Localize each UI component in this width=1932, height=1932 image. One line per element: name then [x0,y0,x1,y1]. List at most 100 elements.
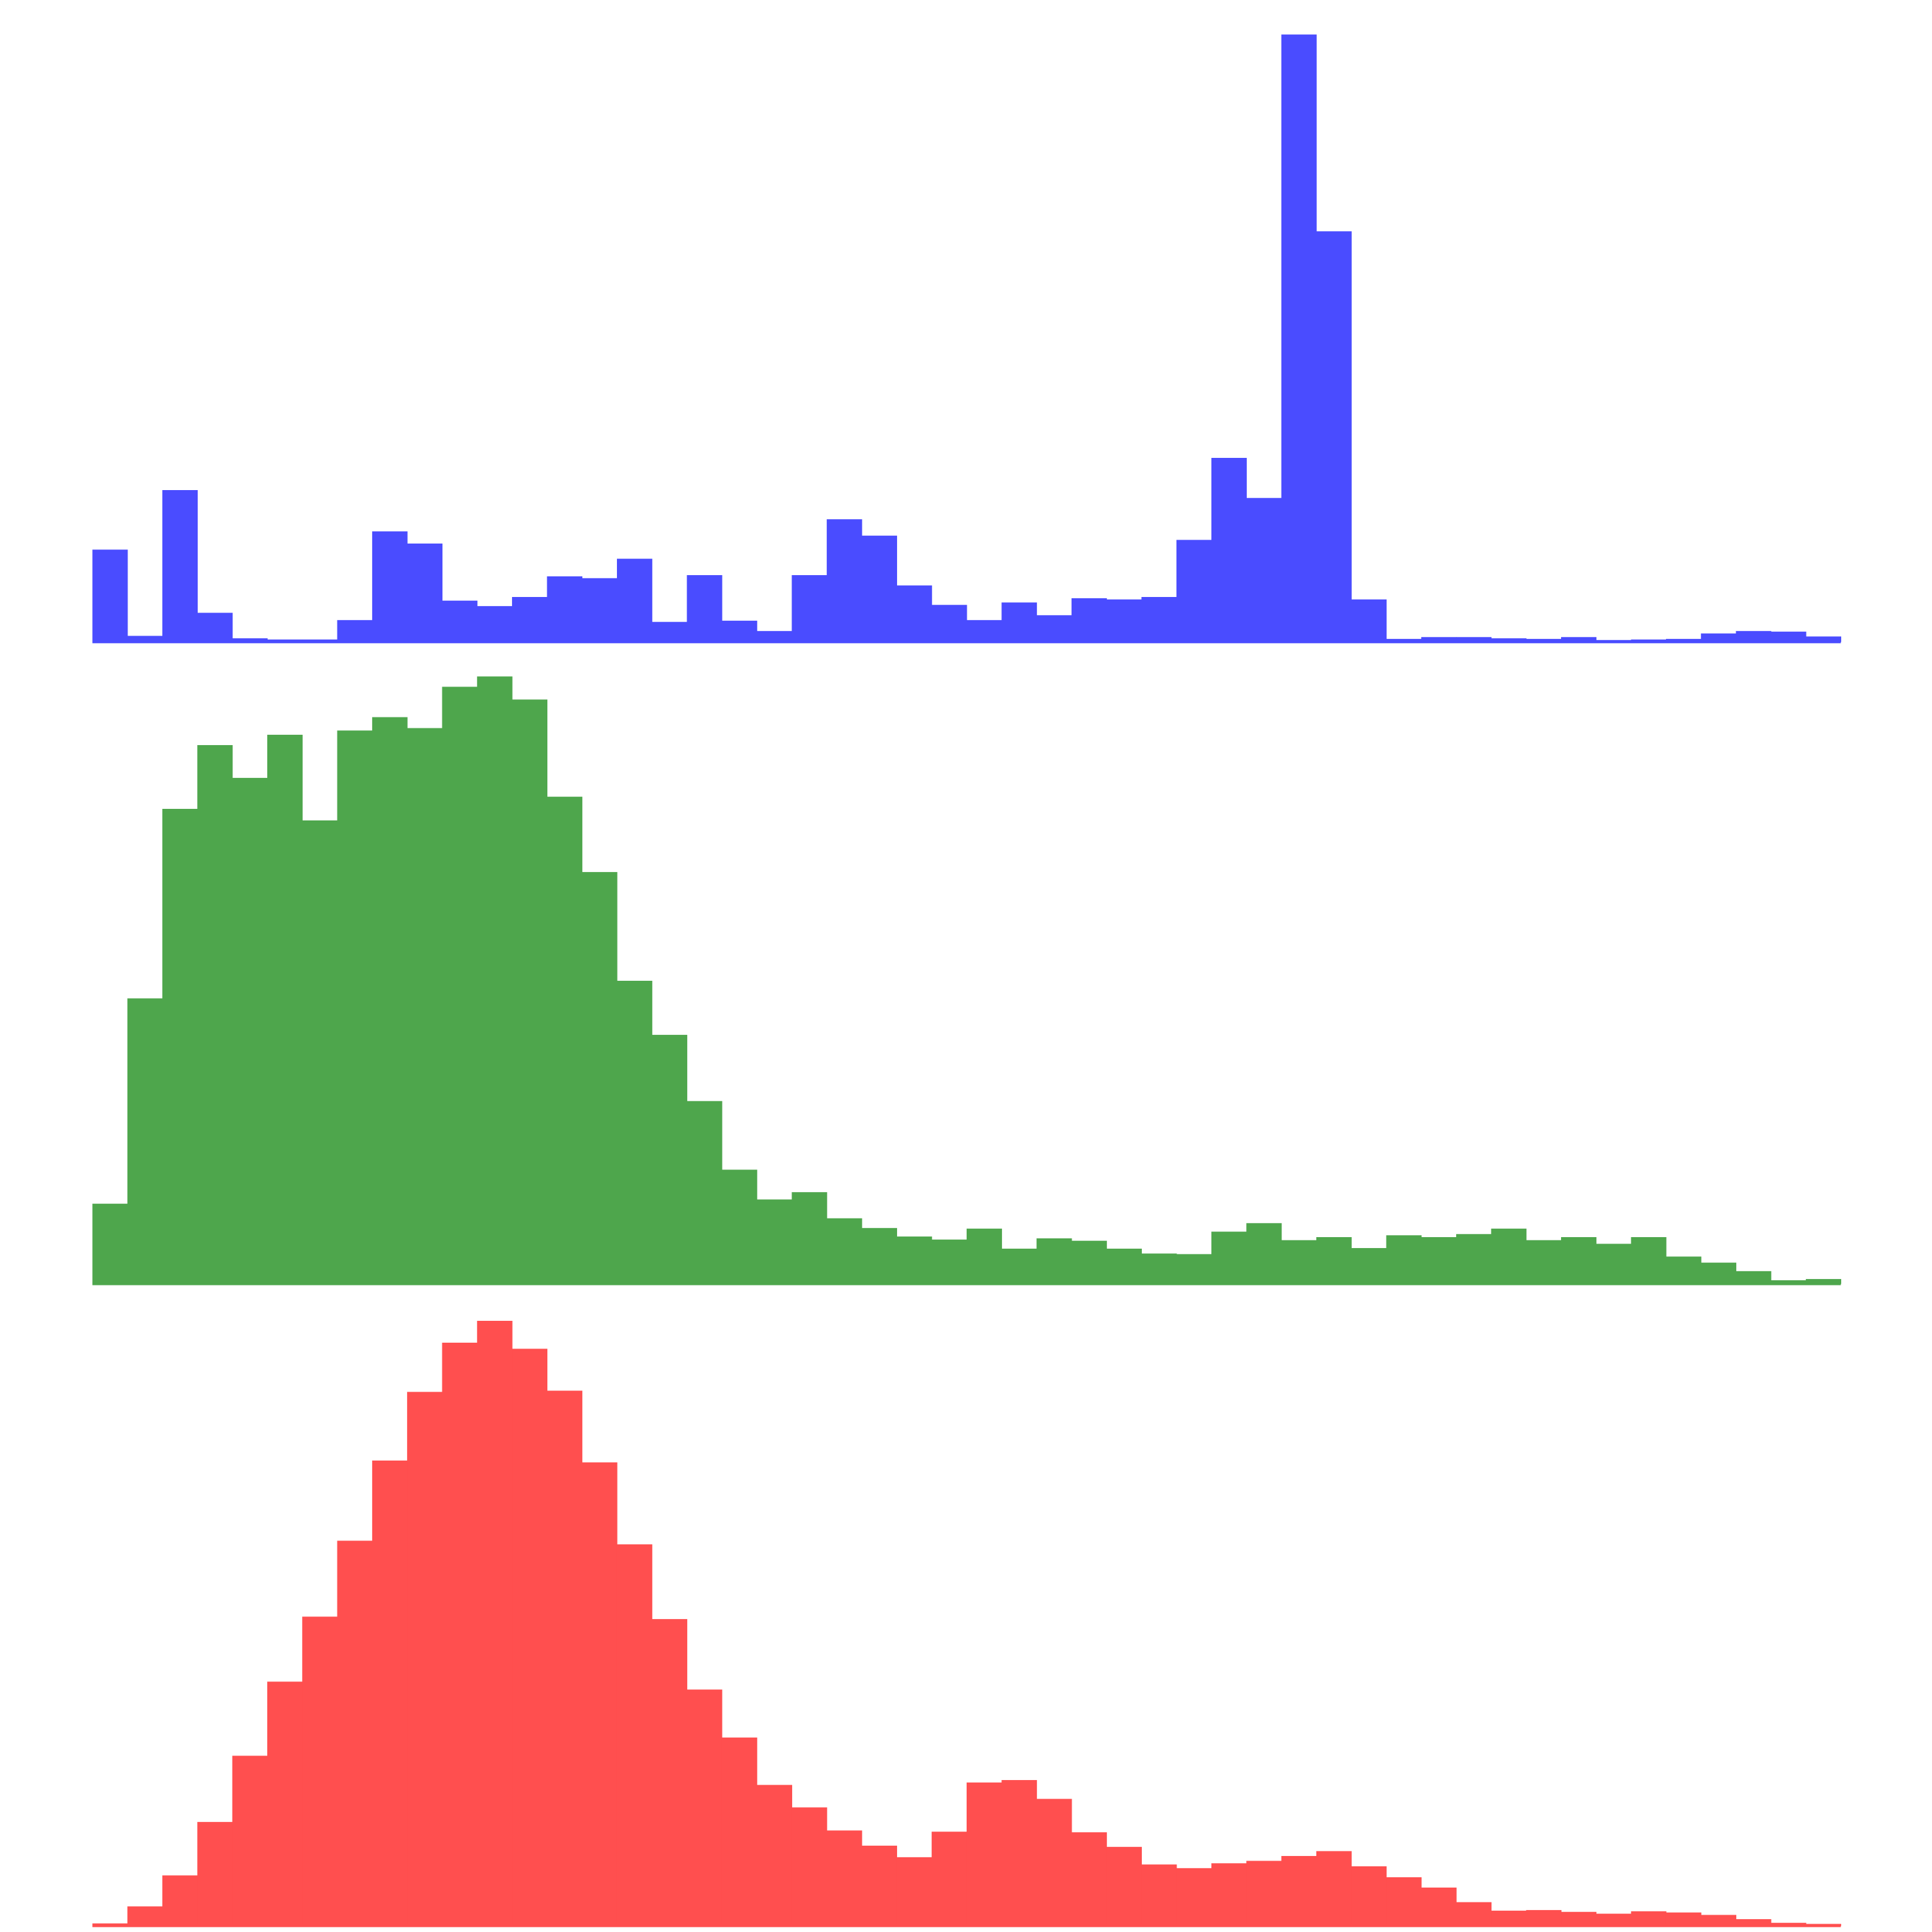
histogram-2-bar [127,998,163,1284]
histogram-2-bar [372,717,408,1284]
histogram-3-bar [407,1392,443,1926]
histogram-3-bar [547,1390,583,1926]
histogram-1-bar [931,605,967,642]
histogram-1-bar [826,519,862,642]
histogram-1-bar [687,575,723,642]
histogram-panel-1 [92,34,1842,643]
histogram-3-bar [1141,1864,1177,1926]
histogram-2-bar [966,1228,1002,1284]
histogram-3-bar [582,1462,618,1926]
histogram-2-bar [1665,1256,1701,1284]
histogram-panel-2 [92,676,1842,1285]
histogram-2-bar [652,1034,688,1284]
histogram-1-bar [652,621,688,642]
histogram-3-bar [442,1342,478,1926]
histogram-2-bar [547,797,583,1284]
histogram-1-bar [1141,597,1177,642]
histogram-1-bar [337,620,373,642]
histogram-3-bar [1421,1888,1457,1926]
histogram-1-bar [757,630,793,642]
histogram-1-bar [1071,598,1107,642]
histogram-3-bar [791,1807,828,1926]
histogram-2-bar [1596,1244,1632,1284]
histogram-3-bar [1036,1799,1072,1926]
histogram-2-bar [267,734,303,1284]
histogram-1-bar [966,620,1002,642]
histogram-1-bar [92,549,128,642]
histogram-2-bar [232,777,268,1284]
histogram-2-bar [687,1101,723,1284]
histogram-1-bar [1106,599,1142,642]
histogram-2-bar [1176,1254,1212,1284]
histogram-3-bar [162,1875,198,1926]
histogram-3-bar [757,1785,793,1926]
histogram-2-bar [616,980,652,1284]
histogram-2-bar [1561,1236,1596,1284]
histogram-2-bar [1456,1234,1492,1284]
histogram-3-bar [966,1782,1002,1926]
histogram-1-bar [616,558,652,642]
histogram-2-bar [1001,1248,1037,1284]
histogram-3-bar [616,1544,652,1926]
histogram-1-bar [1001,602,1037,642]
histogram-2-bar [931,1239,967,1284]
histogram-2-bar [1386,1235,1422,1284]
histogram-2-bar [512,699,547,1284]
histogram-3-bar [931,1832,967,1926]
histogram-3-bar [1701,1915,1737,1926]
histogram-1-bar [1176,540,1212,642]
histogram-3-bar [652,1619,688,1926]
histogram-1-bar [1316,231,1352,642]
histogram-2-bar [197,744,233,1284]
histogram-3-bar [687,1689,723,1926]
histogram-1-bar [407,544,443,642]
histogram-panel-3 [92,1320,1842,1927]
histogram-2-bar [1631,1236,1667,1284]
histogram-2-bar [1036,1238,1072,1284]
histogram-3-bar [1561,1911,1596,1926]
histogram-3-bar [1596,1913,1632,1926]
histogram-3-bar [826,1830,862,1926]
histogram-2-baseline [92,1282,1841,1285]
histogram-1-bar [1281,34,1317,642]
histogram-2-bar [1071,1240,1107,1284]
histogram-1-bar [127,636,163,642]
histogram-3-bar [1631,1911,1667,1926]
histogram-3-bar [477,1320,513,1926]
histogram-3-bar [1526,1909,1562,1926]
histogram-2-bar [721,1170,757,1284]
histogram-1-bar [791,575,828,642]
histogram-1-bar [1211,458,1247,642]
histogram-3-bar [197,1822,233,1926]
histogram-2-bar [1106,1248,1142,1284]
histogram-1-bar [477,606,513,642]
histogram-3-bar [1106,1846,1142,1926]
histogram-1-bar [512,597,547,642]
histogram-3-bar [1211,1863,1247,1926]
histogram-2-bar [1316,1236,1352,1284]
histogram-1-bar [1246,498,1282,642]
histogram-1-bar [162,490,198,642]
histogram-2-bar [826,1218,862,1284]
histogram-2-bar [1421,1236,1457,1284]
histogram-2-bar [1141,1253,1177,1284]
histogram-2-bar [757,1199,793,1284]
histogram-2-bar [862,1227,897,1284]
histogram-3-bar [1491,1910,1527,1926]
histogram-3-bar [127,1906,163,1926]
histogram-3-bar [1071,1832,1107,1926]
histogram-2-bar [1281,1240,1317,1284]
histogram-1-bar [1736,630,1772,642]
histogram-3-bar [1386,1877,1422,1926]
histogram-3-bar [372,1460,408,1926]
histogram-1-bar [862,535,897,642]
histogram-1-baseline [92,639,1841,643]
histogram-1-bar [442,600,478,642]
histogram-3-bar [1281,1855,1317,1926]
histogram-1-bar [1770,631,1806,642]
histogram-2-bar [407,728,443,1284]
histogram-2-bar [1491,1228,1527,1284]
histogram-2-bar [1351,1247,1387,1284]
